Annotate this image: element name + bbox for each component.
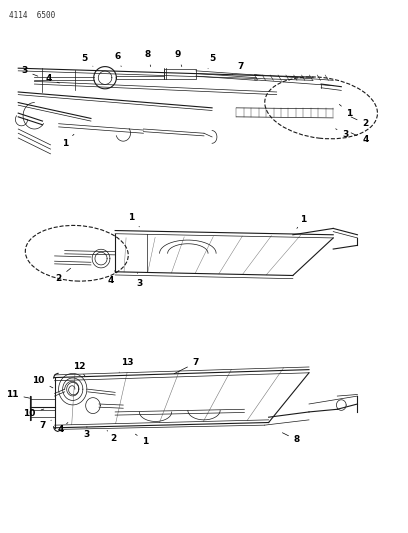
Text: 5: 5 bbox=[82, 54, 93, 66]
Text: 5: 5 bbox=[208, 54, 215, 69]
Text: 9: 9 bbox=[175, 51, 182, 67]
Text: 1: 1 bbox=[339, 104, 353, 118]
Text: 3: 3 bbox=[136, 273, 142, 288]
Text: 4114  6500: 4114 6500 bbox=[9, 11, 55, 20]
Text: 8: 8 bbox=[144, 51, 151, 67]
Text: 3: 3 bbox=[21, 66, 38, 76]
Text: 1: 1 bbox=[128, 213, 140, 227]
Text: 3: 3 bbox=[84, 427, 90, 439]
Text: 7: 7 bbox=[232, 62, 244, 74]
Text: 1: 1 bbox=[62, 134, 74, 148]
Text: 2: 2 bbox=[55, 268, 71, 282]
Text: 10: 10 bbox=[32, 376, 53, 388]
Text: 8: 8 bbox=[282, 433, 300, 445]
Text: 11: 11 bbox=[6, 390, 30, 399]
Text: 4: 4 bbox=[58, 423, 68, 434]
Text: 2: 2 bbox=[351, 117, 369, 128]
Text: 1: 1 bbox=[297, 215, 306, 229]
Text: 2: 2 bbox=[107, 431, 116, 443]
Text: 10: 10 bbox=[23, 409, 44, 418]
Text: 3: 3 bbox=[336, 129, 348, 139]
Text: 12: 12 bbox=[73, 362, 85, 376]
Text: 1: 1 bbox=[135, 434, 149, 446]
Text: 6: 6 bbox=[114, 52, 121, 67]
Text: 7: 7 bbox=[39, 420, 51, 430]
Text: 4: 4 bbox=[108, 271, 114, 285]
Text: 4: 4 bbox=[45, 74, 59, 83]
Text: 7: 7 bbox=[174, 358, 199, 374]
Text: 13: 13 bbox=[119, 358, 133, 372]
Text: 4: 4 bbox=[351, 133, 369, 144]
